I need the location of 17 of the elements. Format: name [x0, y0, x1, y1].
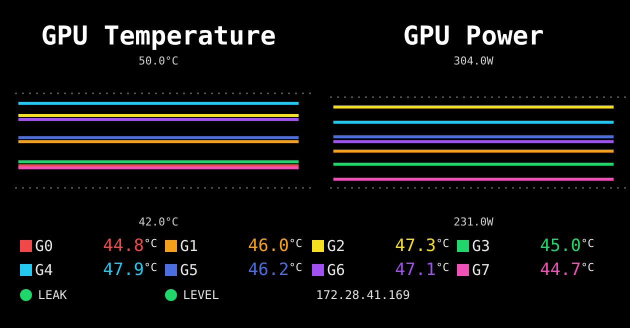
chart-title: GPU Power: [403, 21, 544, 52]
legend-label: G2: [327, 237, 346, 255]
text: 172.28.41.169: [316, 288, 410, 302]
legend-label: G6: [327, 261, 346, 279]
y-tick-label: 50.0°C: [138, 54, 178, 68]
legend-label: G1: [180, 237, 200, 255]
legend-label: G3: [472, 237, 492, 255]
y-tick-label: 304.0W: [454, 54, 494, 68]
text: LEVEL: [183, 288, 220, 302]
y-tick-label: 42.0°C: [138, 216, 178, 228]
text: LEAK: [38, 288, 67, 302]
legend-label: G5: [180, 261, 200, 279]
chart-title: GPU Temperature: [41, 21, 276, 52]
legend-label: G4: [35, 261, 54, 279]
y-tick-label: 231.0W: [454, 216, 494, 228]
legend-label: G7: [472, 261, 492, 279]
legend-label: G0: [35, 237, 54, 255]
